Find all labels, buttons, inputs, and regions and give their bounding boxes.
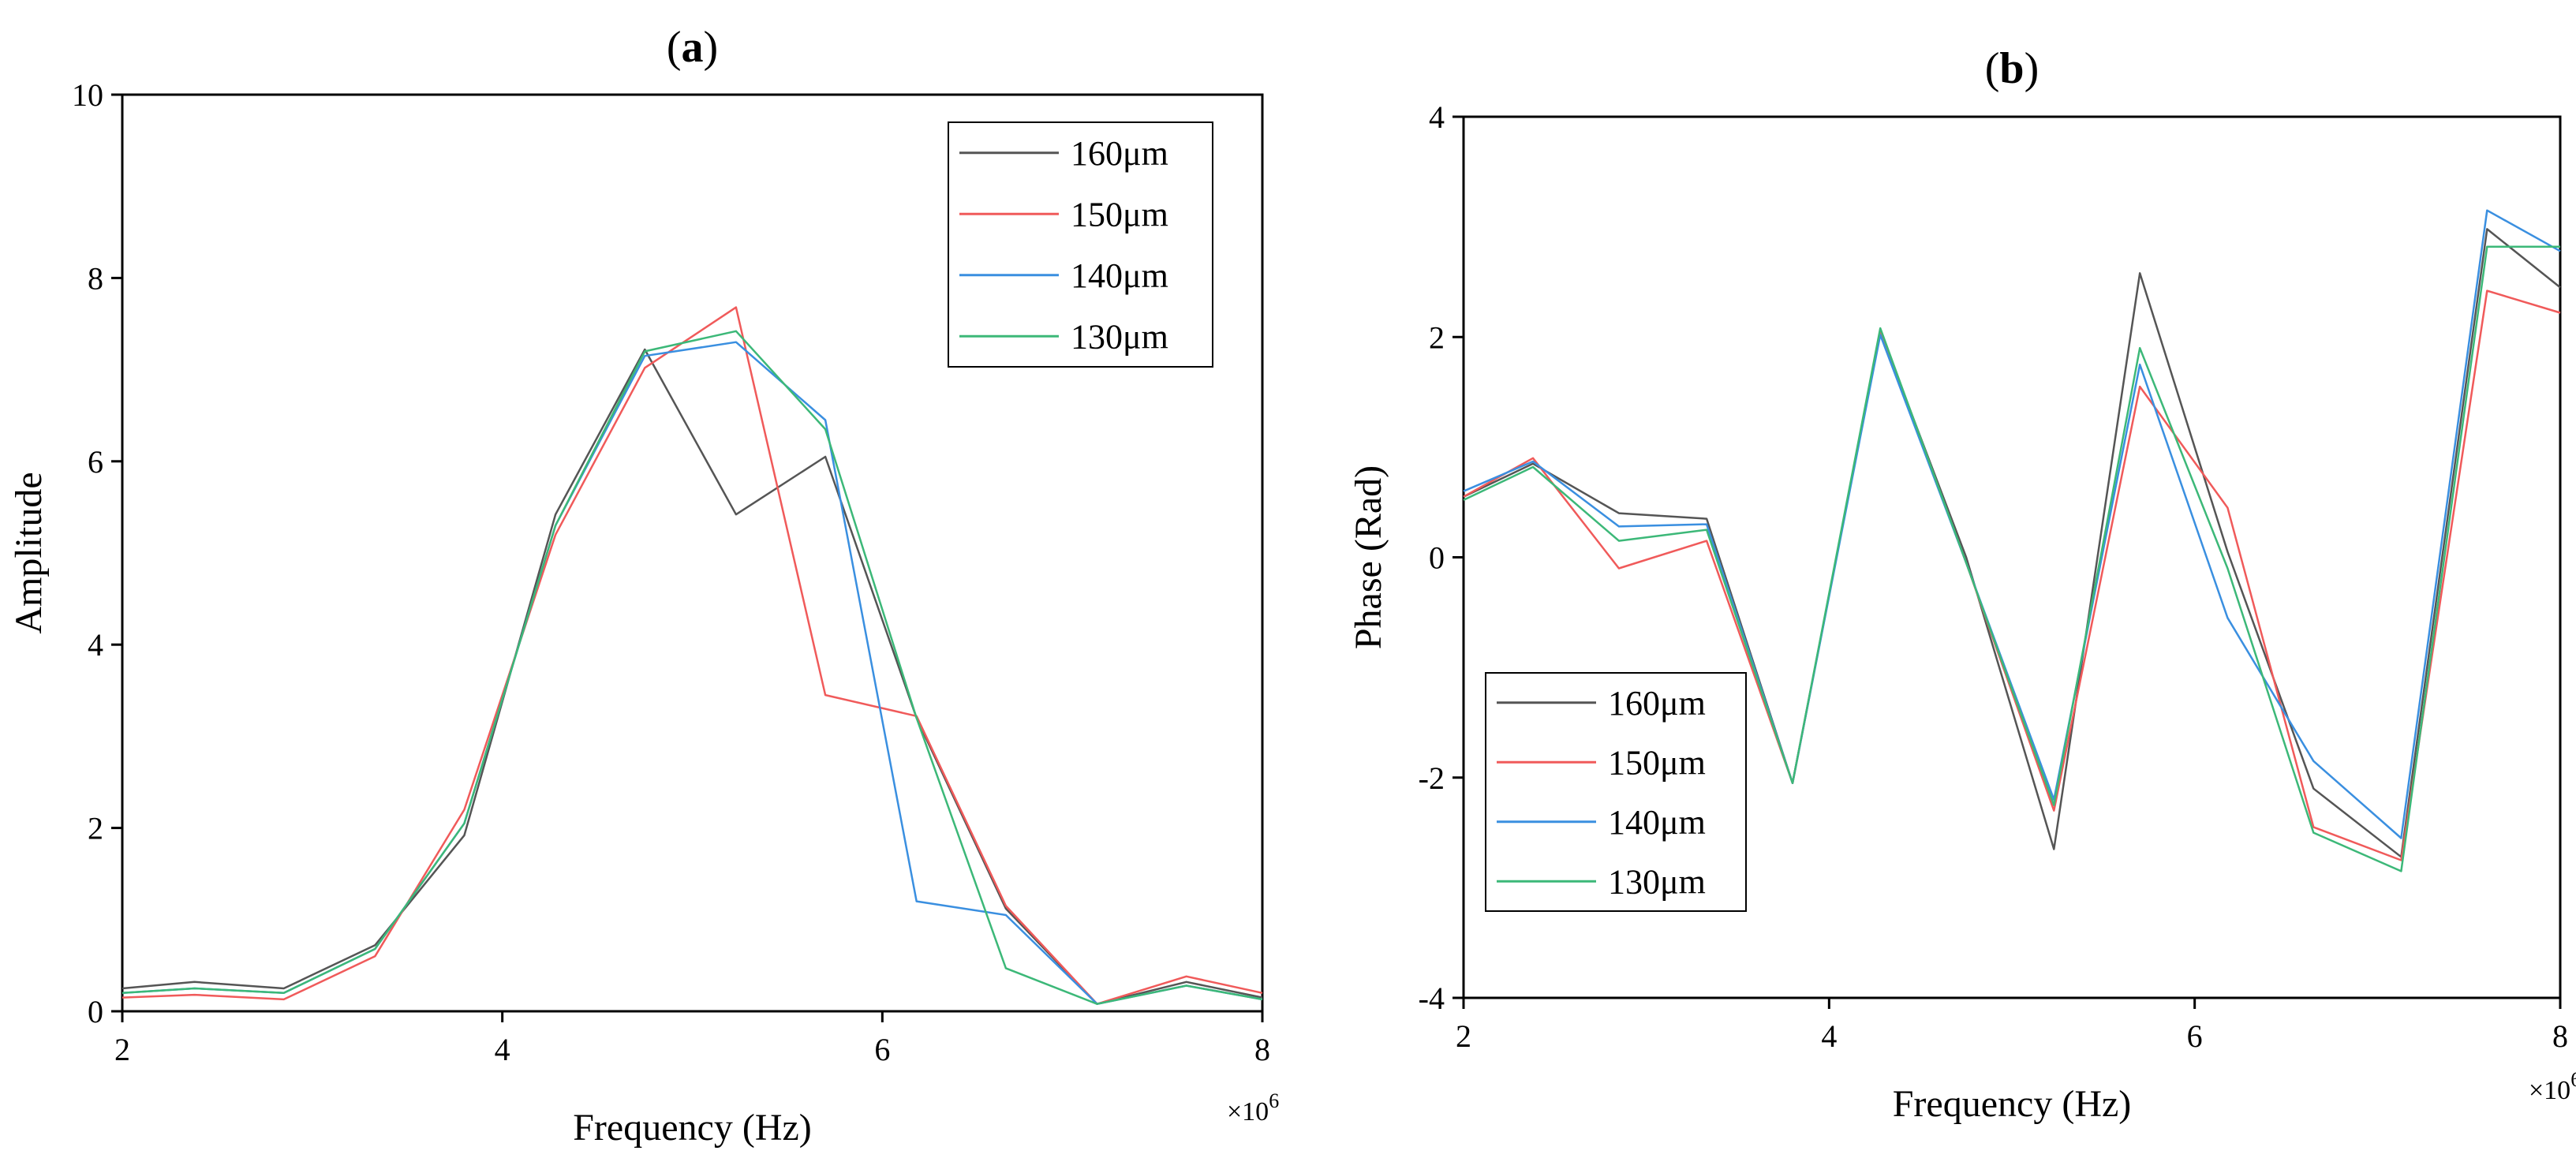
legend-label: 140μm	[1608, 803, 1706, 842]
panel-title-open-paren: (	[1985, 44, 2000, 93]
panel-letter: b	[1999, 44, 2024, 93]
y-tick-label: 8	[88, 260, 103, 296]
x-axis-label: Frequency (Hz)	[1893, 1083, 2132, 1125]
series-line-1	[1463, 228, 2561, 858]
x-axis-label: Frequency (Hz)	[573, 1107, 812, 1149]
panel-letter: a	[682, 23, 704, 72]
y-tick-label: 0	[1429, 540, 1445, 576]
x-axis-multiplier: ×106	[2529, 1068, 2576, 1105]
panel-title-close-paren: )	[2025, 44, 2039, 93]
x-tick-label: 6	[874, 1032, 890, 1067]
series-line-1	[122, 348, 1263, 1005]
x-axis-multiplier: ×106	[1227, 1089, 1279, 1126]
y-tick-label: 4	[88, 627, 103, 663]
legend-label: 130μm	[1071, 317, 1168, 356]
legend-label: 160μm	[1071, 134, 1168, 173]
x-tick-label: 8	[1254, 1032, 1270, 1067]
x-axis-multiplier-exponent: 6	[2570, 1068, 2576, 1091]
y-axis-label: Amplitude	[8, 472, 50, 633]
y-tick-label: 10	[72, 77, 103, 113]
x-axis-multiplier-base: ×10	[1227, 1097, 1269, 1126]
legend-label: 150μm	[1608, 743, 1706, 782]
series-line-4	[1463, 245, 2560, 872]
y-tick-label: 4	[1429, 99, 1445, 135]
x-tick-label: 2	[114, 1032, 130, 1067]
legend-box	[948, 121, 1213, 368]
legend-box	[1485, 672, 1747, 912]
y-tick-label: -2	[1419, 760, 1445, 796]
y-tick-label: 2	[1429, 319, 1445, 355]
y-tick-label: -4	[1419, 981, 1445, 1016]
panel-title: (b)	[1985, 44, 2039, 93]
panel-title: (a)	[667, 23, 718, 72]
x-tick-label: 8	[2552, 1018, 2568, 1054]
x-tick-label: 4	[495, 1032, 510, 1067]
y-tick-label: 2	[88, 811, 103, 846]
plot-frame	[121, 93, 1264, 1013]
panel-title-open-paren: (	[667, 23, 682, 72]
legend: 160μm 150μm 140μm 130μm	[948, 121, 1213, 368]
panel-title-close-paren: )	[704, 23, 719, 72]
legend-label: 150μm	[1071, 195, 1168, 233]
y-tick-label: 0	[88, 994, 103, 1029]
series-line-2	[122, 306, 1263, 1005]
legend-label: 140μm	[1071, 256, 1168, 295]
legend-label: 130μm	[1608, 862, 1706, 901]
x-tick-label: 6	[2187, 1018, 2203, 1054]
x-tick-label: 4	[1821, 1018, 1837, 1054]
series-line-4	[122, 330, 1263, 1005]
y-tick-label: 6	[88, 444, 103, 480]
y-axis-label: Phase (Rad)	[1348, 465, 1389, 649]
x-axis-multiplier-exponent: 6	[1269, 1089, 1279, 1112]
legend: 160μm 150μm 140μm 130μm	[1485, 672, 1747, 912]
x-tick-label: 2	[1456, 1018, 1471, 1054]
x-axis-multiplier-base: ×10	[2529, 1076, 2570, 1105]
series-line-3	[122, 341, 1263, 1005]
legend-label: 160μm	[1608, 684, 1706, 723]
